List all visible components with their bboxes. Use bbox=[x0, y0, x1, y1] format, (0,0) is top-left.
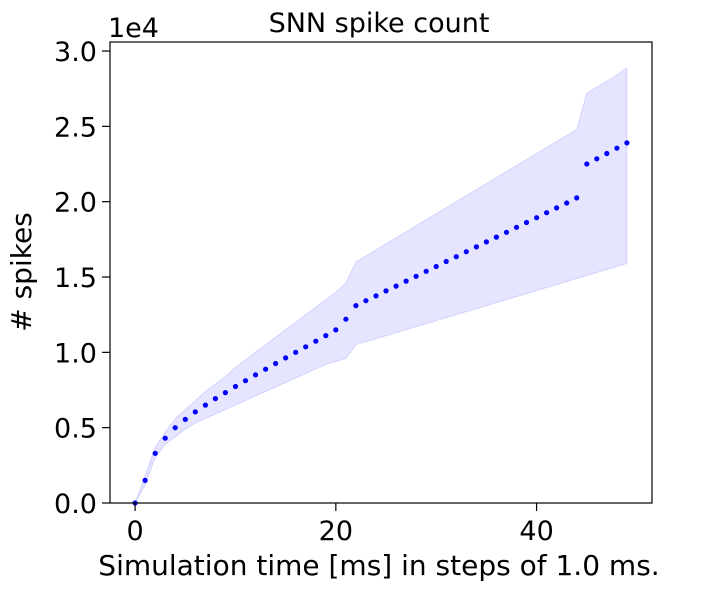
data-point bbox=[383, 288, 389, 294]
data-point bbox=[172, 425, 178, 431]
data-point bbox=[353, 303, 359, 309]
confidence-band-layer bbox=[134, 66, 628, 504]
data-point bbox=[513, 224, 520, 230]
data-point bbox=[273, 360, 279, 367]
y-tick-label: 2.0 bbox=[54, 188, 97, 219]
data-point bbox=[323, 333, 329, 339]
data-point bbox=[283, 355, 289, 361]
y-tick-label: 0.5 bbox=[54, 414, 97, 445]
data-point bbox=[624, 140, 630, 146]
data-point bbox=[503, 229, 510, 235]
y-tick-label: 3.0 bbox=[54, 37, 97, 68]
chart-title: SNN spike count bbox=[269, 8, 490, 39]
data-point bbox=[222, 390, 228, 396]
data-point bbox=[403, 278, 409, 284]
plot-frame bbox=[109, 41, 653, 504]
x-tick-label: 0 bbox=[126, 516, 143, 547]
data-point bbox=[393, 283, 399, 289]
data-point bbox=[333, 327, 339, 333]
data-point bbox=[554, 205, 560, 211]
x-axis-label: Simulation time [ms] in steps of 1.0 ms. bbox=[98, 549, 659, 582]
data-point bbox=[564, 200, 570, 206]
x-tick-label: 40 bbox=[519, 516, 553, 547]
data-point bbox=[453, 254, 459, 260]
data-point bbox=[483, 239, 489, 245]
y-tick-label: 1.5 bbox=[54, 263, 97, 294]
data-point bbox=[313, 338, 319, 344]
data-point bbox=[423, 268, 429, 274]
data-point bbox=[433, 263, 439, 270]
data-point bbox=[523, 219, 530, 226]
data-point bbox=[594, 156, 600, 162]
y-offset-label: 1e4 bbox=[108, 13, 159, 44]
data-point bbox=[202, 402, 208, 408]
data-point bbox=[413, 273, 419, 279]
data-points-layer bbox=[132, 140, 630, 506]
data-point bbox=[242, 378, 249, 384]
data-point bbox=[463, 249, 469, 255]
data-point bbox=[293, 349, 299, 355]
data-point bbox=[232, 383, 239, 390]
x-tick-label: 20 bbox=[319, 516, 353, 547]
data-point bbox=[142, 477, 148, 483]
data-point bbox=[152, 450, 158, 456]
data-point bbox=[212, 396, 218, 402]
y-ticks: 0.0 0.5 1.0 1.5 2.0 2.5 3.0 bbox=[54, 37, 110, 520]
data-point bbox=[343, 316, 349, 322]
data-point bbox=[363, 298, 369, 304]
data-point bbox=[493, 234, 499, 240]
data-point bbox=[534, 215, 540, 221]
x-ticks: 0 20 40 bbox=[126, 503, 554, 547]
y-tick-label: 0.0 bbox=[54, 489, 97, 520]
data-point bbox=[544, 210, 550, 216]
y-axis-label: # spikes bbox=[5, 212, 38, 332]
data-point bbox=[252, 372, 259, 378]
data-point bbox=[443, 258, 449, 265]
confidence-band bbox=[134, 66, 628, 504]
data-point bbox=[584, 161, 590, 167]
data-point bbox=[182, 416, 188, 422]
data-point bbox=[574, 195, 580, 201]
y-tick-label: 1.0 bbox=[54, 338, 97, 369]
data-point bbox=[604, 150, 610, 157]
y-tick-label: 2.5 bbox=[54, 112, 97, 143]
data-point bbox=[473, 244, 479, 250]
data-point bbox=[192, 409, 198, 415]
data-point bbox=[263, 366, 269, 372]
data-point bbox=[614, 145, 620, 151]
data-point bbox=[162, 435, 168, 441]
data-point bbox=[303, 344, 309, 350]
data-point bbox=[373, 293, 379, 299]
